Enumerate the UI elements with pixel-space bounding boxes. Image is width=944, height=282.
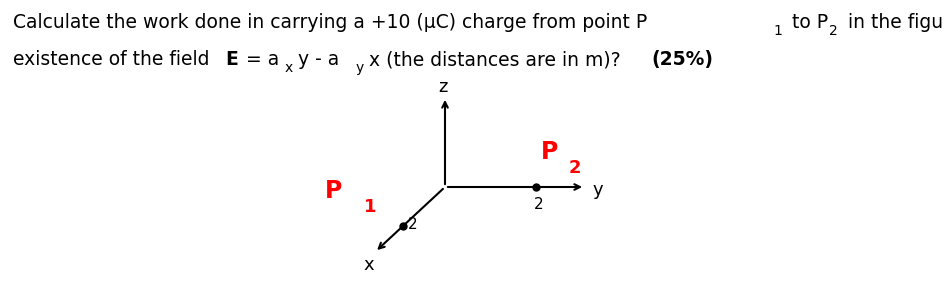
Text: z: z [437, 78, 447, 96]
Text: 1: 1 [363, 198, 376, 216]
Text: P: P [540, 140, 558, 164]
Text: E: E [225, 50, 238, 69]
Text: existence of the field: existence of the field [13, 50, 215, 69]
Text: x (the distances are in m)?: x (the distances are in m)? [368, 50, 626, 69]
Text: y: y [356, 61, 363, 75]
Text: 2: 2 [828, 24, 837, 38]
Text: = a: = a [240, 50, 279, 69]
Text: Calculate the work done in carrying a +10 (μC) charge from point P: Calculate the work done in carrying a +1… [13, 13, 647, 32]
Text: (25%): (25%) [650, 50, 712, 69]
Text: 2: 2 [408, 217, 417, 232]
Text: 1: 1 [772, 24, 781, 38]
Text: P: P [325, 179, 342, 203]
Text: to P: to P [785, 13, 827, 32]
Text: x: x [285, 61, 293, 75]
Text: 2: 2 [568, 159, 581, 177]
Text: y - a: y - a [297, 50, 339, 69]
Text: 2: 2 [533, 197, 543, 212]
Text: x: x [362, 256, 373, 274]
Text: y: y [593, 181, 603, 199]
Text: in the figure in: in the figure in [841, 13, 944, 32]
